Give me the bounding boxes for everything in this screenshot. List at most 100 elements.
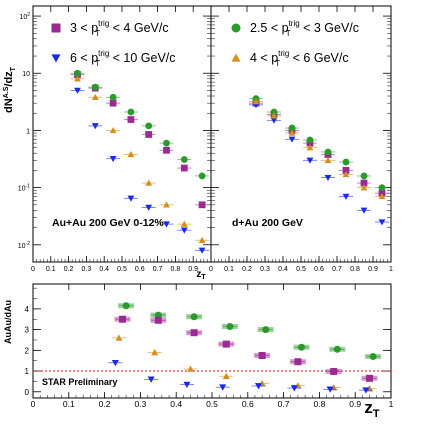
y-tick-label: 10-1 bbox=[18, 184, 30, 193]
data-point bbox=[360, 207, 368, 214]
data-point bbox=[342, 171, 350, 178]
data-point bbox=[226, 322, 234, 330]
x-tick-label: 0 bbox=[209, 266, 213, 273]
star-preliminary-label: STAR Preliminary bbox=[42, 377, 117, 387]
series-circle bbox=[70, 69, 210, 180]
data-point bbox=[145, 131, 153, 138]
data-point bbox=[298, 343, 305, 351]
x-tick-label: 0.8 bbox=[171, 266, 181, 273]
legend-label: 2.5 < ptrig T < 3 GeV/c bbox=[250, 19, 359, 38]
y-tick-label: 102 bbox=[19, 12, 30, 21]
data-point bbox=[288, 124, 296, 132]
auau-annotation: Au+Au 200 GeV 0-12% bbox=[52, 217, 164, 229]
data-point bbox=[342, 193, 350, 200]
x-tick-label: 0.6 bbox=[135, 266, 145, 273]
data-point bbox=[147, 376, 155, 383]
x-tick-label: 0.1 bbox=[224, 266, 234, 273]
legend-label: 4 < ptrig T < 6 GeV/c bbox=[250, 49, 349, 68]
legend-marker bbox=[231, 53, 241, 62]
y-tick-label: 3 bbox=[25, 326, 30, 335]
y-tick-label: 10-2 bbox=[18, 241, 30, 250]
legend-marker bbox=[51, 23, 61, 33]
x-tick-label: 0.1 bbox=[63, 399, 75, 409]
y-tick-label: 0 bbox=[25, 388, 30, 397]
data-point bbox=[163, 139, 170, 147]
data-point bbox=[180, 156, 188, 163]
data-point bbox=[360, 179, 368, 187]
data-point bbox=[74, 87, 81, 94]
x-tick-label: 0.2 bbox=[99, 399, 111, 409]
data-point bbox=[326, 386, 334, 393]
x-tick-label: 0.4 bbox=[278, 266, 288, 273]
auau-x-axis-label: zT bbox=[196, 269, 206, 281]
data-point bbox=[324, 156, 332, 164]
data-point bbox=[294, 358, 302, 366]
data-point bbox=[127, 116, 135, 123]
legend-marker bbox=[51, 54, 61, 63]
data-point bbox=[306, 157, 314, 164]
series-triangle-up bbox=[70, 75, 210, 243]
data-point bbox=[255, 383, 263, 390]
legend-entry: 2.5 < ptrig T < 3 GeV/c bbox=[231, 19, 359, 38]
x-tick-label: 0.5 bbox=[296, 266, 306, 273]
data-point bbox=[163, 201, 170, 208]
data-point bbox=[74, 69, 81, 77]
data-point bbox=[190, 329, 198, 337]
x-tick-label: 1 bbox=[389, 266, 393, 273]
data-point bbox=[111, 359, 119, 367]
data-point bbox=[222, 340, 230, 348]
x-tick-label: 0.3 bbox=[134, 399, 146, 409]
x-tick-label: 0 bbox=[31, 399, 36, 409]
data-point bbox=[198, 201, 206, 209]
data-point bbox=[154, 316, 162, 324]
data-point bbox=[306, 136, 314, 144]
data-point bbox=[366, 374, 374, 382]
data-point bbox=[252, 98, 260, 105]
legend-marker bbox=[231, 23, 241, 33]
data-point bbox=[145, 179, 153, 186]
data-point bbox=[115, 334, 123, 341]
data-marks bbox=[33, 69, 391, 394]
dau-annotation: d+Au 200 GeV bbox=[232, 217, 303, 229]
data-point bbox=[91, 123, 99, 130]
x-tick-label: 0.8 bbox=[313, 399, 325, 409]
series-circle bbox=[118, 302, 382, 361]
x-tick-label: 0.6 bbox=[314, 266, 324, 273]
x-tick-label: 0.2 bbox=[242, 266, 252, 273]
series-square bbox=[114, 315, 378, 382]
data-point bbox=[270, 108, 278, 116]
x-tick-label: 0.9 bbox=[368, 266, 378, 273]
data-point bbox=[91, 93, 99, 100]
x-tick-label: 0.7 bbox=[278, 399, 290, 409]
data-point bbox=[378, 219, 386, 226]
data-point bbox=[74, 75, 81, 82]
y-tick-label: 1 bbox=[26, 128, 30, 135]
data-point bbox=[180, 164, 188, 172]
x-tick-label: 0.4 bbox=[99, 266, 109, 273]
data-point bbox=[258, 352, 266, 360]
data-point bbox=[378, 184, 386, 192]
data-point bbox=[163, 221, 170, 228]
data-point bbox=[145, 204, 153, 211]
auau-y-axis-label-sup: A.S bbox=[3, 86, 10, 98]
y-tick-label: 2 bbox=[25, 346, 30, 355]
data-point bbox=[270, 117, 278, 124]
data-point bbox=[333, 345, 341, 353]
data-point bbox=[362, 387, 370, 394]
series-triangle-down bbox=[70, 87, 210, 254]
x-tick-label: 0.1 bbox=[46, 266, 56, 273]
data-point bbox=[180, 227, 188, 234]
data-point bbox=[183, 381, 191, 389]
data-point bbox=[198, 172, 206, 180]
auau-y-axis-label: dNA.S/dzT bbox=[3, 66, 17, 113]
x-tick-label: 0.5 bbox=[206, 399, 218, 409]
legend-entry: 6 < ptrig T < 10 GeV/c bbox=[51, 49, 176, 68]
data-point bbox=[330, 367, 338, 375]
x-tick-label: 0.7 bbox=[332, 266, 342, 273]
legend-entry: 3 < ptrig T < 4 GeV/c bbox=[51, 19, 169, 38]
y-tick-label: 4 bbox=[25, 305, 30, 314]
data-point bbox=[342, 166, 350, 174]
data-point bbox=[127, 108, 135, 116]
data-point bbox=[270, 112, 278, 119]
auau-y-axis-label-sub: T bbox=[10, 66, 17, 71]
